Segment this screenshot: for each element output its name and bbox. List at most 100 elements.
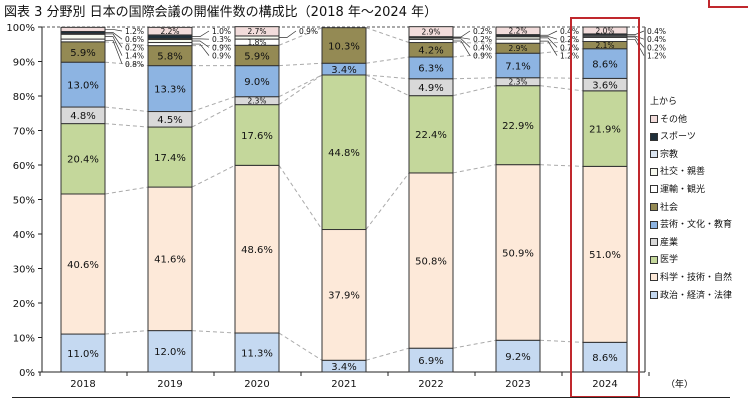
bar-segment: [234, 104, 280, 166]
callout-line: [192, 40, 210, 48]
x-tick-label: 2018: [70, 379, 95, 390]
data-label: 1.8%: [247, 38, 266, 47]
data-label: 10.3%: [328, 41, 360, 52]
data-label: 11.0%: [67, 349, 99, 360]
bar-segment: [408, 172, 454, 349]
callout-line: [453, 40, 471, 56]
legend-item: 医学: [650, 252, 732, 270]
data-label: 44.8%: [328, 148, 360, 159]
y-tick-label: 30%: [13, 265, 35, 276]
connector-line: [365, 74, 410, 97]
legend-item: 宗教: [650, 147, 732, 165]
data-label: 2.9%: [508, 44, 527, 53]
legend-swatch: [650, 273, 658, 282]
bar-segment: [234, 164, 280, 334]
callout-line: [279, 30, 297, 38]
legend-label: 科学・技術・自然: [660, 272, 733, 283]
legend-item: 社交・親善: [650, 164, 732, 182]
connector-line: [104, 106, 149, 113]
data-label: 0.9%: [473, 52, 492, 61]
data-label: 48.6%: [241, 245, 273, 256]
connector-line: [539, 339, 584, 343]
callout-line: [105, 32, 123, 40]
data-label: 0.4%: [647, 35, 666, 44]
legend-item: 運輸・観光: [650, 182, 732, 200]
data-label: 0.9%: [212, 43, 231, 52]
data-label: 0.4%: [560, 27, 579, 36]
data-label: 0.4%: [647, 27, 666, 36]
bar-segment: [582, 341, 628, 373]
x-tick-label: 2024: [592, 379, 617, 390]
y-tick-label: 60%: [13, 161, 35, 172]
data-label: 6.9%: [418, 356, 443, 367]
data-label: 3.4%: [331, 65, 356, 76]
callout-line: [453, 38, 471, 48]
legend-item: その他: [650, 112, 732, 130]
data-label: 37.9%: [328, 291, 360, 302]
callout-line: [540, 40, 558, 56]
data-label: 4.2%: [418, 46, 443, 57]
bottom-rule: [12, 397, 730, 398]
data-label: 13.3%: [154, 84, 186, 95]
connector-line: [452, 42, 497, 44]
x-tick-label: 2023: [505, 379, 530, 390]
connector-line: [104, 61, 149, 67]
legend-swatch: [650, 167, 658, 176]
data-label: 50.8%: [415, 256, 447, 267]
data-label: 9.0%: [244, 77, 269, 88]
data-label: 2.0%: [595, 26, 614, 35]
connector-line: [104, 123, 149, 128]
legend-swatch: [650, 132, 658, 141]
connector-line: [365, 347, 410, 361]
data-label: 2.3%: [508, 78, 527, 87]
data-label: 0.6%: [125, 35, 144, 44]
connector-line: [365, 74, 410, 80]
connector-line: [452, 52, 497, 58]
legend-label: 芸術・文化・教育: [660, 220, 733, 231]
data-label: 0.2%: [125, 43, 144, 52]
callout-line: [105, 29, 123, 32]
callout-line: [627, 35, 645, 40]
connector-line: [191, 330, 236, 334]
y-tick-label: 10%: [13, 334, 35, 345]
connector-line: [104, 41, 149, 47]
bar-segment: [147, 26, 193, 36]
data-label: 17.4%: [154, 153, 186, 164]
data-label: 7.1%: [505, 61, 530, 72]
callout-line: [105, 33, 123, 48]
connector-line: [104, 330, 149, 335]
connector-line: [191, 104, 236, 128]
data-label: 8.6%: [592, 59, 617, 70]
data-label: 9.2%: [505, 352, 530, 363]
x-tick-label: 2020: [244, 379, 269, 390]
x-tick-label: 2019: [157, 379, 182, 390]
data-label: 6.3%: [418, 64, 443, 75]
callout-line: [627, 30, 645, 35]
data-label: 2.7%: [247, 27, 266, 36]
legend-swatch: [650, 150, 658, 159]
legend-item: 政治・経済・法律: [650, 288, 732, 306]
legend-item: 産業: [650, 235, 732, 253]
y-tick-label: 70%: [13, 127, 35, 138]
data-label: 0.2%: [560, 35, 579, 44]
connector-line: [278, 332, 323, 361]
data-label: 3.6%: [592, 80, 617, 91]
connector-line: [278, 74, 323, 106]
data-label: 0.3%: [212, 35, 231, 44]
bar-segment: [495, 85, 541, 166]
legend-swatch: [650, 203, 658, 212]
bar-segment: [408, 26, 454, 38]
legend-swatch: [650, 291, 658, 300]
bar-segment: [321, 74, 367, 231]
legend-label: 社交・親善: [660, 167, 706, 178]
connector-line: [452, 339, 497, 349]
connector-line: [278, 74, 323, 98]
bar-segment: [60, 61, 106, 108]
legend-item: 芸術・文化・教育: [650, 217, 732, 235]
callout-line: [453, 30, 471, 38]
data-label: 50.9%: [502, 248, 534, 259]
bar-segment: [582, 90, 628, 167]
legend-swatch: [650, 220, 658, 229]
